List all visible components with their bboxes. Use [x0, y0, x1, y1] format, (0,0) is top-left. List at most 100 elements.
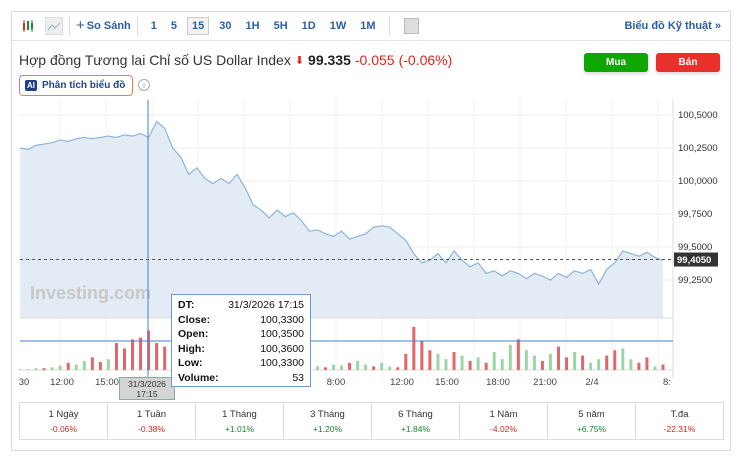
high-value: 100,3600 — [260, 342, 304, 355]
period-change: +1.84% — [400, 424, 431, 434]
volume-bar — [661, 364, 665, 370]
dt-value: 31/3/2026 17:15 — [228, 299, 304, 311]
area-chart-icon[interactable] — [45, 16, 63, 35]
investing-watermark: Investing.com — [30, 283, 151, 303]
timeframe-1w[interactable]: 1W — [329, 19, 347, 32]
buy-button[interactable]: Mua — [584, 53, 648, 72]
timeframe-5h[interactable]: 5H — [273, 19, 288, 32]
sell-button[interactable]: Bán — [656, 53, 720, 72]
volume-bar — [460, 355, 464, 370]
volume-bar — [597, 359, 601, 370]
volume-bar — [356, 361, 360, 370]
period-label: 1 Tuần — [136, 409, 167, 420]
volume-bar — [532, 355, 536, 370]
volume-bar — [331, 364, 335, 370]
y-tick-label: 99,5000 — [678, 242, 712, 253]
period-cell[interactable]: 1 Ngày -0.06% — [20, 403, 108, 439]
timeframe-1[interactable]: 1 — [150, 19, 157, 32]
volume-bar — [364, 364, 368, 370]
layout-icon[interactable] — [403, 17, 419, 34]
volume-bar — [147, 330, 151, 370]
volume-bar — [155, 343, 159, 370]
period-change: -0.38% — [138, 424, 165, 434]
period-cell[interactable]: 3 Tháng +1.20% — [284, 403, 372, 439]
volume-bar — [589, 362, 593, 370]
period-label: 1 Tháng — [222, 409, 257, 420]
ai-chart-analysis-button[interactable]: AI Phân tích biểu đồ — [19, 75, 133, 96]
close-label: Close: — [178, 313, 211, 326]
crosshair-date: 31/3/2026 — [128, 379, 166, 389]
price-change-pct: (-0.06%) — [398, 52, 453, 68]
x-tick-label: 8:00 — [327, 377, 346, 388]
instrument-name: Hợp đồng Tương lai Chỉ số US Dollar Inde… — [19, 52, 291, 68]
volume-bar — [412, 326, 416, 370]
volume-bar — [436, 353, 440, 370]
timeframe-1d[interactable]: 1D — [301, 19, 316, 32]
ai-label: Phân tích biểu đồ — [42, 80, 126, 91]
y-tick-label: 99,2500 — [678, 275, 712, 286]
volume-bar — [516, 339, 520, 370]
volume-bar — [380, 362, 384, 370]
price-line — [19, 120, 664, 286]
volume-bar — [573, 352, 577, 370]
period-cell[interactable]: 1 Tuần -0.38% — [108, 403, 196, 439]
x-tick-label: 18:00 — [486, 377, 510, 388]
close-value: 100,3300 — [260, 313, 304, 326]
y-tick-label: 99,7500 — [678, 209, 712, 220]
period-cell[interactable]: 5 năm +6.75% — [548, 403, 636, 439]
y-tick-label: 100,5000 — [678, 110, 718, 121]
volume-bar — [122, 348, 126, 370]
last-price: 99.335 — [308, 52, 351, 68]
x-tick-label: 30 — [19, 377, 30, 388]
period-label: T.đa — [670, 409, 689, 420]
period-cell[interactable]: 6 Tháng +1.84% — [372, 403, 460, 439]
volume-bar — [26, 369, 30, 370]
volume-bar — [323, 367, 327, 370]
period-cell[interactable]: 1 Tháng +1.01% — [196, 403, 284, 439]
compare-button[interactable]: + So Sánh — [76, 17, 131, 34]
volume-bar — [645, 357, 649, 370]
period-change: +1.20% — [312, 424, 343, 434]
divider — [136, 15, 138, 36]
timeframe-5[interactable]: 5 — [170, 19, 178, 32]
volume-bar — [42, 368, 46, 370]
volume-bar — [106, 359, 110, 370]
volume-bar — [613, 350, 617, 370]
period-cell[interactable]: 1 Năm -4.02% — [460, 403, 548, 439]
period-label: 5 năm — [578, 409, 605, 420]
volume-bar — [404, 353, 408, 370]
crosshair-date-label: 31/3/2026 17:15 — [119, 377, 175, 400]
candlestick-icon[interactable] — [19, 17, 37, 35]
period-cell[interactable]: T.đa -22.31% — [636, 403, 723, 439]
x-tick-label: 15:00 — [435, 377, 459, 388]
period-label: 6 Tháng — [398, 409, 433, 420]
timeframe-1h[interactable]: 1H — [245, 19, 260, 32]
volume-bar — [396, 367, 400, 370]
technical-chart-link[interactable]: Biểu đồ Kỹ thuật » — [624, 20, 721, 32]
volume-bar — [621, 348, 625, 370]
period-label: 1 Ngày — [48, 409, 79, 420]
plus-icon: + — [76, 17, 85, 34]
volume-bar — [476, 357, 480, 370]
price-chart[interactable]: Investing.com 100,5000 100,2500 100,0000 99,… — [0, 0, 737, 400]
timeframe-1m[interactable]: 1M — [360, 19, 376, 32]
high-label: High: — [178, 342, 205, 355]
x-tick-label: 15:00 — [95, 377, 119, 388]
current-price-label: 99,4050 — [677, 255, 711, 266]
volume-bar — [557, 346, 561, 370]
volume-bar — [428, 350, 432, 370]
volume-bar — [50, 367, 54, 370]
volume-bar — [524, 350, 528, 370]
volume-bar — [163, 346, 167, 370]
volume-bar — [114, 343, 118, 370]
volume-bar — [131, 339, 135, 370]
price-area — [20, 121, 663, 318]
volume-bar — [372, 366, 376, 370]
chart-toolbar: + So Sánh 1 5 15 30 1H 5H 1D 1W 1M Biểu đ… — [11, 11, 731, 41]
info-icon[interactable]: i — [138, 79, 150, 91]
volume-bar — [340, 365, 343, 370]
timeframe-30[interactable]: 30 — [219, 19, 232, 32]
volume-label: Volume: — [178, 371, 219, 384]
volume-bar — [90, 357, 94, 370]
timeframe-15[interactable]: 15 — [187, 16, 210, 35]
